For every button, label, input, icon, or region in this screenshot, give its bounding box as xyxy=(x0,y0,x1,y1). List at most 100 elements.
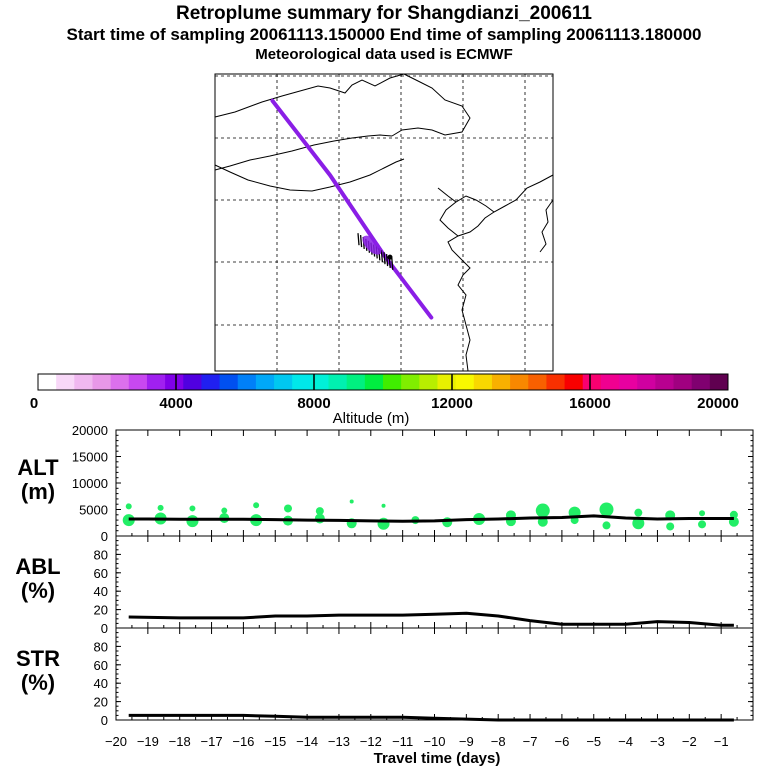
colorbar-swatch xyxy=(491,374,511,390)
panel-frame xyxy=(115,627,754,721)
colorbar-swatch xyxy=(165,374,184,390)
x-axis-label: Travel time (days) xyxy=(374,750,501,767)
altitude-point xyxy=(442,517,453,528)
y-tick-label: 40 xyxy=(94,584,108,599)
y-tick-label: 20 xyxy=(94,603,108,618)
y-tick-label: 40 xyxy=(94,676,108,691)
altitude-point xyxy=(283,504,292,513)
x-tick-label: −14 xyxy=(296,734,318,749)
colorbar-swatch xyxy=(383,374,402,390)
x-tick-label: −6 xyxy=(554,734,569,749)
y-tick-label: 10000 xyxy=(72,476,108,491)
x-tick-label: −7 xyxy=(523,734,538,749)
x-tick-label: −11 xyxy=(392,734,413,749)
border-south xyxy=(214,158,405,192)
release-cluster xyxy=(362,235,382,255)
trajectory-plume xyxy=(270,98,434,320)
map-frame xyxy=(214,73,554,372)
colorbar-swatch xyxy=(437,374,457,390)
colorbar-swatch xyxy=(691,374,711,390)
colorbar-swatch xyxy=(74,374,93,390)
colorbar-swatch xyxy=(673,374,693,390)
colorbar-swatch xyxy=(237,374,257,390)
colorbar-tick-label: 16000 xyxy=(569,395,611,412)
y-axis-label: ABL xyxy=(15,554,60,579)
sampling-times: Start time of sampling 20061113.150000 E… xyxy=(66,25,702,44)
colorbar-swatch xyxy=(655,374,675,390)
colorbar-label: Altitude (m) xyxy=(333,410,410,427)
release-tick xyxy=(359,235,363,248)
y-tick-label: 0 xyxy=(101,529,108,544)
y-tick-label: 5000 xyxy=(79,503,108,518)
colorbar-tick-label: 12000 xyxy=(431,395,473,412)
altitude-point xyxy=(632,517,645,530)
altitude-point xyxy=(602,521,611,530)
release-tick xyxy=(383,252,386,265)
altitude-point xyxy=(253,502,260,509)
colorbar-swatch xyxy=(401,374,420,390)
y-axis-label: (m) xyxy=(21,479,55,504)
altitude-point xyxy=(315,507,324,516)
x-tick-label: −17 xyxy=(201,734,223,749)
colorbar-swatch xyxy=(455,374,475,390)
release-tick xyxy=(357,233,360,246)
colorbar-swatch xyxy=(346,374,366,390)
series-line xyxy=(128,611,734,627)
altitude-point xyxy=(666,522,675,531)
colorbar-swatch xyxy=(310,374,330,390)
receptor-marker xyxy=(387,254,393,260)
colorbar-swatch xyxy=(564,374,584,390)
colorbar-swatch xyxy=(110,374,130,390)
x-tick-label: −5 xyxy=(586,734,601,749)
panel-abl: 80 60 40 20 0 ABL(%) xyxy=(15,535,754,636)
x-tick-label: −9 xyxy=(459,734,474,749)
y-tick-label: 20000 xyxy=(72,423,108,438)
y-tick-label: 60 xyxy=(94,566,108,581)
x-tick-label: −20 xyxy=(105,734,127,749)
series-line xyxy=(128,514,734,523)
plot-title: Retroplume summary for Shangdianzi_20061… xyxy=(175,3,593,24)
colorbar-swatch xyxy=(510,374,529,390)
panel-alt: 20000 15000 10000 5000 0 ALT(m) xyxy=(17,423,754,544)
x-tick-label: −19 xyxy=(137,734,159,749)
colorbar-tick-label: 4000 xyxy=(159,395,192,412)
x-tick-label: −12 xyxy=(360,734,382,749)
colorbar-swatch xyxy=(292,374,311,390)
colorbar-swatch xyxy=(92,374,112,390)
x-tick-label: −13 xyxy=(328,734,350,749)
met-data-line: Meteorological data used is ECMWF xyxy=(255,46,513,63)
x-tick-label: −1 xyxy=(714,734,729,749)
y-tick-label: 15000 xyxy=(72,450,108,465)
colorbar-swatch xyxy=(38,374,57,390)
colorbar-swatch xyxy=(619,374,638,390)
colorbar-swatch xyxy=(546,374,566,390)
x-tick-label: −15 xyxy=(264,734,286,749)
altitude-point xyxy=(634,508,643,517)
altitude-point xyxy=(535,503,550,518)
colorbar-swatch xyxy=(128,374,148,390)
colorbar-tick-label: 0 xyxy=(30,395,38,412)
y-tick-label: 20 xyxy=(94,695,108,710)
colorbar-swatch xyxy=(600,374,620,390)
panel-str: 80 60 40 20 0 STR(%) xyxy=(16,627,754,728)
altitude-point xyxy=(349,499,354,504)
colorbar-swatch xyxy=(183,374,202,390)
colorbar-swatch xyxy=(637,374,656,390)
colorbar-swatch xyxy=(582,374,602,390)
colorbar-swatch xyxy=(219,374,239,390)
coast-bay xyxy=(437,187,495,213)
y-axis-label: ALT xyxy=(17,455,59,480)
altitude-point xyxy=(729,510,738,519)
colorbar-swatch xyxy=(709,374,729,390)
altitude-colorbar: 0 4000 8000 12000 16000 20000 xyxy=(30,373,739,412)
korea-coast xyxy=(539,199,554,253)
colorbar-swatch xyxy=(528,374,547,390)
map-graticule xyxy=(215,74,553,371)
release-tick xyxy=(391,257,394,270)
colorbar-swatch xyxy=(473,374,493,390)
altitude-point xyxy=(186,515,199,528)
coast-bohai xyxy=(439,201,459,237)
release-tick xyxy=(385,254,389,267)
colorbar-swatch xyxy=(364,374,384,390)
